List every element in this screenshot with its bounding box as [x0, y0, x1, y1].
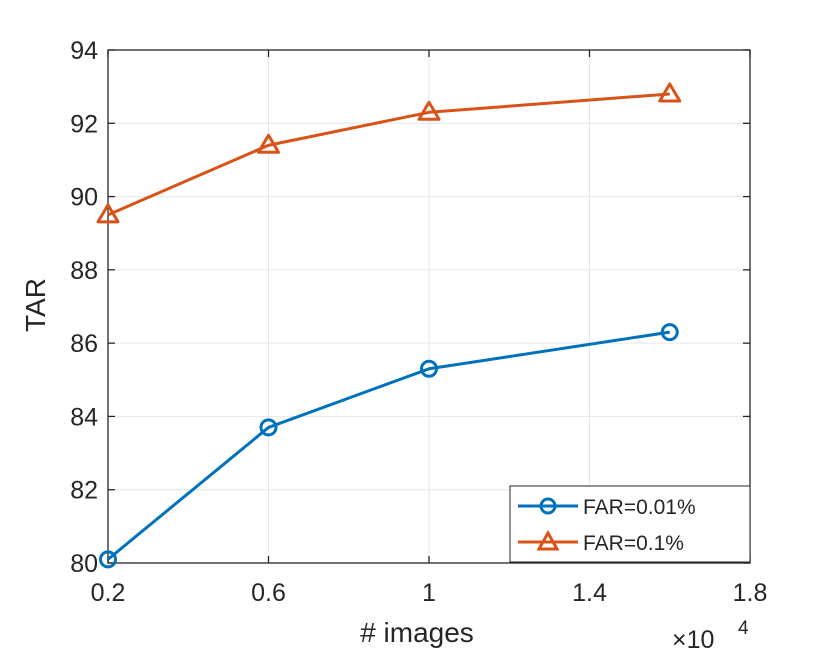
y-axis-ticks: 80 82 84 86 88 90 92 94	[70, 37, 750, 578]
y-tick-label: 88	[70, 257, 98, 285]
y-tick-label: 80	[70, 550, 98, 578]
series-line-far-0-1	[107, 92, 670, 217]
y-tick-label: 82	[70, 477, 98, 505]
legend-entry-far-0.01: FAR=0.01%	[518, 496, 696, 519]
x-tick-label: 0.2	[91, 579, 126, 607]
data-point-far-0-1	[257, 133, 280, 154]
data-point-far-0-01	[660, 323, 679, 342]
legend: FAR=0.01% FAR=0.1%	[509, 485, 751, 563]
legend-label-far-0.1: FAR=0.1%	[583, 532, 684, 555]
y-axis-label: TAR	[20, 278, 51, 332]
data-point-far-0-1	[96, 203, 120, 224]
x-tick-label: 1	[422, 579, 436, 607]
x-axis-label: # images	[360, 617, 474, 648]
x-axis-multiplier: ×10 4	[672, 618, 749, 654]
x-tick-label: 1.8	[733, 579, 768, 607]
y-tick-label: 84	[70, 403, 98, 431]
y-tick-label: 92	[70, 110, 98, 138]
y-tick-label: 94	[70, 37, 98, 65]
data-point-far-0-1	[417, 100, 441, 121]
x-multiplier-base: ×10	[672, 626, 714, 654]
x-axis-ticks: 0.2 0.6 1 1.4 1.8	[91, 50, 768, 607]
series-line-far-0-01	[107, 330, 670, 561]
x-multiplier-exponent: 4	[738, 618, 749, 639]
data-point-far-0-1	[658, 82, 682, 103]
x-tick-label: 1.4	[572, 579, 607, 607]
legend-marker-triangle	[536, 529, 560, 551]
x-tick-label: 0.6	[251, 579, 286, 607]
data-point-far-0-01	[259, 418, 278, 437]
y-tick-label: 90	[70, 184, 98, 212]
y-tick-label: 86	[70, 330, 98, 358]
legend-entry-far-0.1: FAR=0.1%	[518, 529, 684, 555]
data-point-far-0-01	[99, 550, 117, 569]
series-layer	[96, 82, 682, 569]
legend-marker-circle	[539, 497, 557, 515]
legend-label-far-0.01: FAR=0.01%	[583, 496, 696, 519]
data-point-far-0-01	[420, 359, 438, 378]
